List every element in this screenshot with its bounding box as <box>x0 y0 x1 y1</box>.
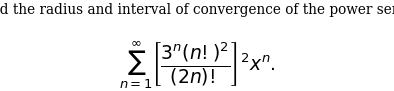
Text: Find the radius and interval of convergence of the power series: Find the radius and interval of converge… <box>0 3 394 17</box>
Text: $\sum_{n=1}^{\infty} \left[\dfrac{3^n (n!)^2}{(2n)!}\right]^{2} x^n.$: $\sum_{n=1}^{\infty} \left[\dfrac{3^n (n… <box>119 38 275 91</box>
